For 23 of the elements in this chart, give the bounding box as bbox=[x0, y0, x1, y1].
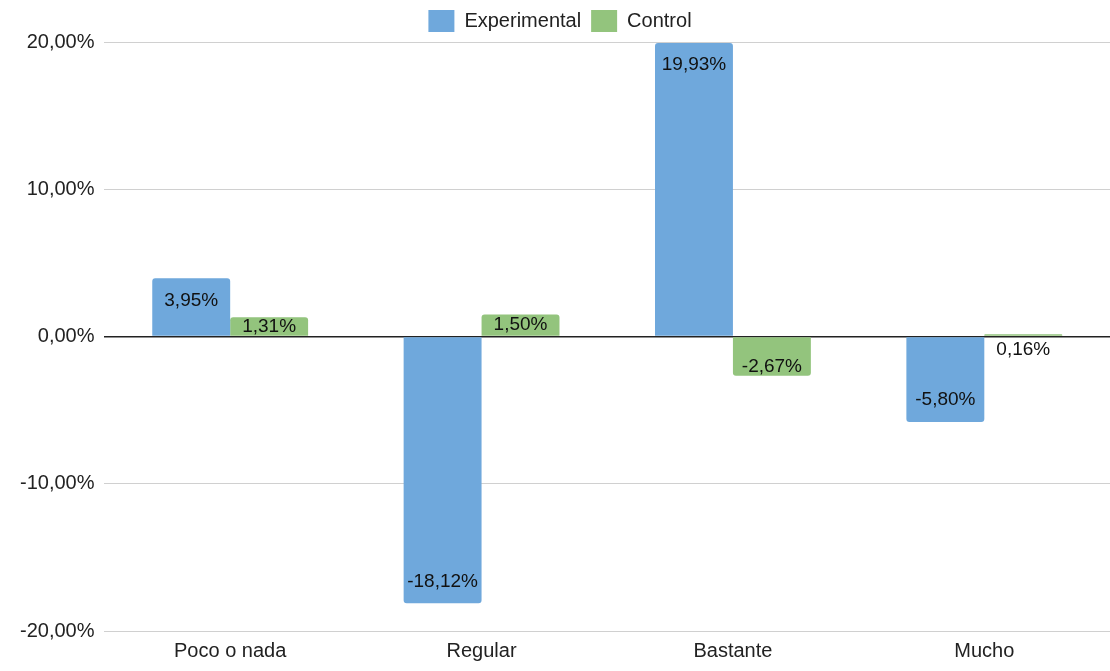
y-tick-label: 20,00% bbox=[26, 29, 95, 52]
data-label: 1,50% bbox=[493, 313, 548, 335]
data-label: 19,93% bbox=[661, 53, 727, 75]
bar bbox=[655, 43, 733, 336]
bar bbox=[152, 278, 231, 336]
data-label: -5,80% bbox=[915, 388, 976, 410]
y-tick-label: 10,00% bbox=[26, 176, 95, 199]
y-tick-label: 0,00% bbox=[37, 324, 95, 347]
x-tick-label: Bastante bbox=[693, 638, 773, 661]
legend-label: Control bbox=[627, 8, 692, 31]
data-label: 1,31% bbox=[242, 314, 297, 336]
y-tick-label: -10,00% bbox=[19, 471, 95, 494]
data-label: 0,16% bbox=[996, 337, 1051, 359]
y-tick-label: -20,00% bbox=[19, 618, 95, 641]
legend-label: Experimental bbox=[464, 8, 582, 31]
bar bbox=[906, 337, 985, 422]
x-tick-label: Regular bbox=[446, 638, 517, 661]
bar bbox=[403, 337, 482, 604]
data-label: -18,12% bbox=[407, 569, 479, 591]
x-tick-label: Mucho bbox=[954, 638, 1015, 661]
data-label: 3,95% bbox=[164, 288, 219, 310]
x-tick-label: Poco o nada bbox=[174, 638, 288, 661]
data-label: -2,67% bbox=[741, 354, 803, 376]
